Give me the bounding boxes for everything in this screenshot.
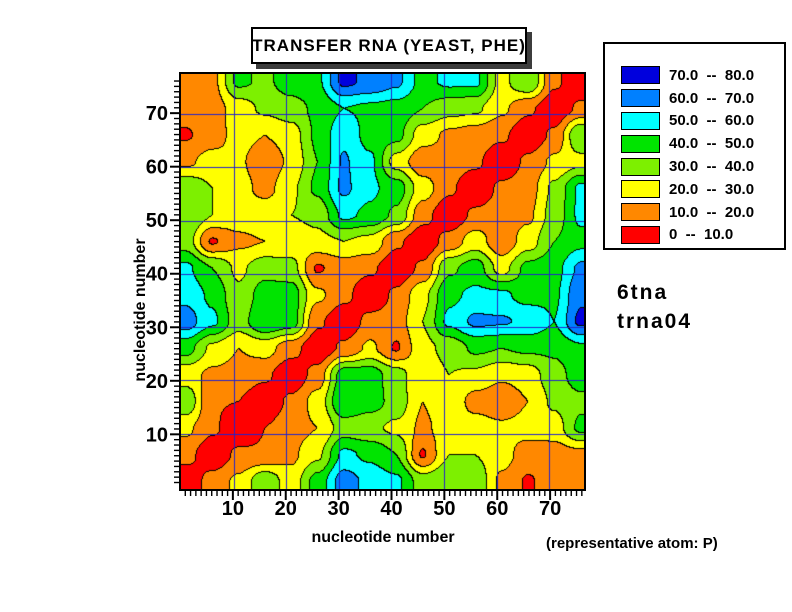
legend-row: 40.0 -- 50.0: [605, 132, 784, 155]
legend-row: 60.0 -- 70.0: [605, 87, 784, 110]
y-tick-label: 50: [146, 210, 168, 232]
annotation-representative-atom: (representative atom: P): [546, 535, 718, 552]
legend-row: 70.0 -- 80.0: [605, 64, 784, 87]
legend-label: 10.0 -- 20.0: [669, 203, 755, 221]
x-tick-label: 60: [486, 498, 508, 520]
legend-swatch: [621, 111, 660, 130]
x-tick-label: 70: [539, 498, 561, 520]
legend-label: 20.0 -- 30.0: [669, 180, 755, 198]
y-axis-title: nucleotide number: [132, 238, 149, 382]
chart-title: TRANSFER RNA (YEAST, PHE): [252, 35, 526, 55]
legend-row: 0 -- 10.0: [605, 224, 784, 247]
x-tick-label: 40: [380, 498, 402, 520]
x-tick-label: 50: [433, 498, 455, 520]
legend-swatch: [621, 203, 660, 222]
legend-row: 30.0 -- 40.0: [605, 155, 784, 178]
x-tick-label: 10: [222, 498, 244, 520]
y-tick-label: 70: [146, 103, 168, 125]
legend-swatch: [621, 225, 660, 244]
y-tick-label: 60: [146, 157, 168, 179]
legend-swatch: [621, 89, 660, 108]
x-tick-label: 30: [327, 498, 349, 520]
x-tick-label: 20: [275, 498, 297, 520]
legend-swatch: [621, 66, 660, 85]
legend-label: 60.0 -- 70.0: [669, 89, 755, 107]
legend: 70.0 -- 80.0 60.0 -- 70.0 50.0 -- 60.0 40.0…: [603, 42, 786, 250]
legend-row: 50.0 -- 60.0: [605, 110, 784, 133]
legend-row: 10.0 -- 20.0: [605, 201, 784, 224]
y-tick-label: 10: [146, 424, 168, 446]
legend-label: 0 -- 10.0: [669, 226, 734, 244]
legend-swatch: [621, 157, 660, 176]
legend-row: 20.0 -- 30.0: [605, 178, 784, 201]
legend-label: 40.0 -- 50.0: [669, 135, 755, 153]
x-axis-title: nucleotide number: [311, 529, 455, 546]
contour-plot-canvas: [181, 74, 584, 489]
chart-title-box: TRANSFER RNA (YEAST, PHE): [251, 27, 527, 64]
legend-label: 50.0 -- 60.0: [669, 112, 755, 130]
annotation-plot-id: trna04: [617, 310, 693, 333]
annotation-structure-id: 6tna: [617, 281, 669, 304]
legend-label: 30.0 -- 40.0: [669, 158, 755, 176]
legend-swatch: [621, 180, 660, 199]
legend-label: 70.0 -- 80.0: [669, 66, 755, 84]
legend-swatch: [621, 134, 660, 153]
